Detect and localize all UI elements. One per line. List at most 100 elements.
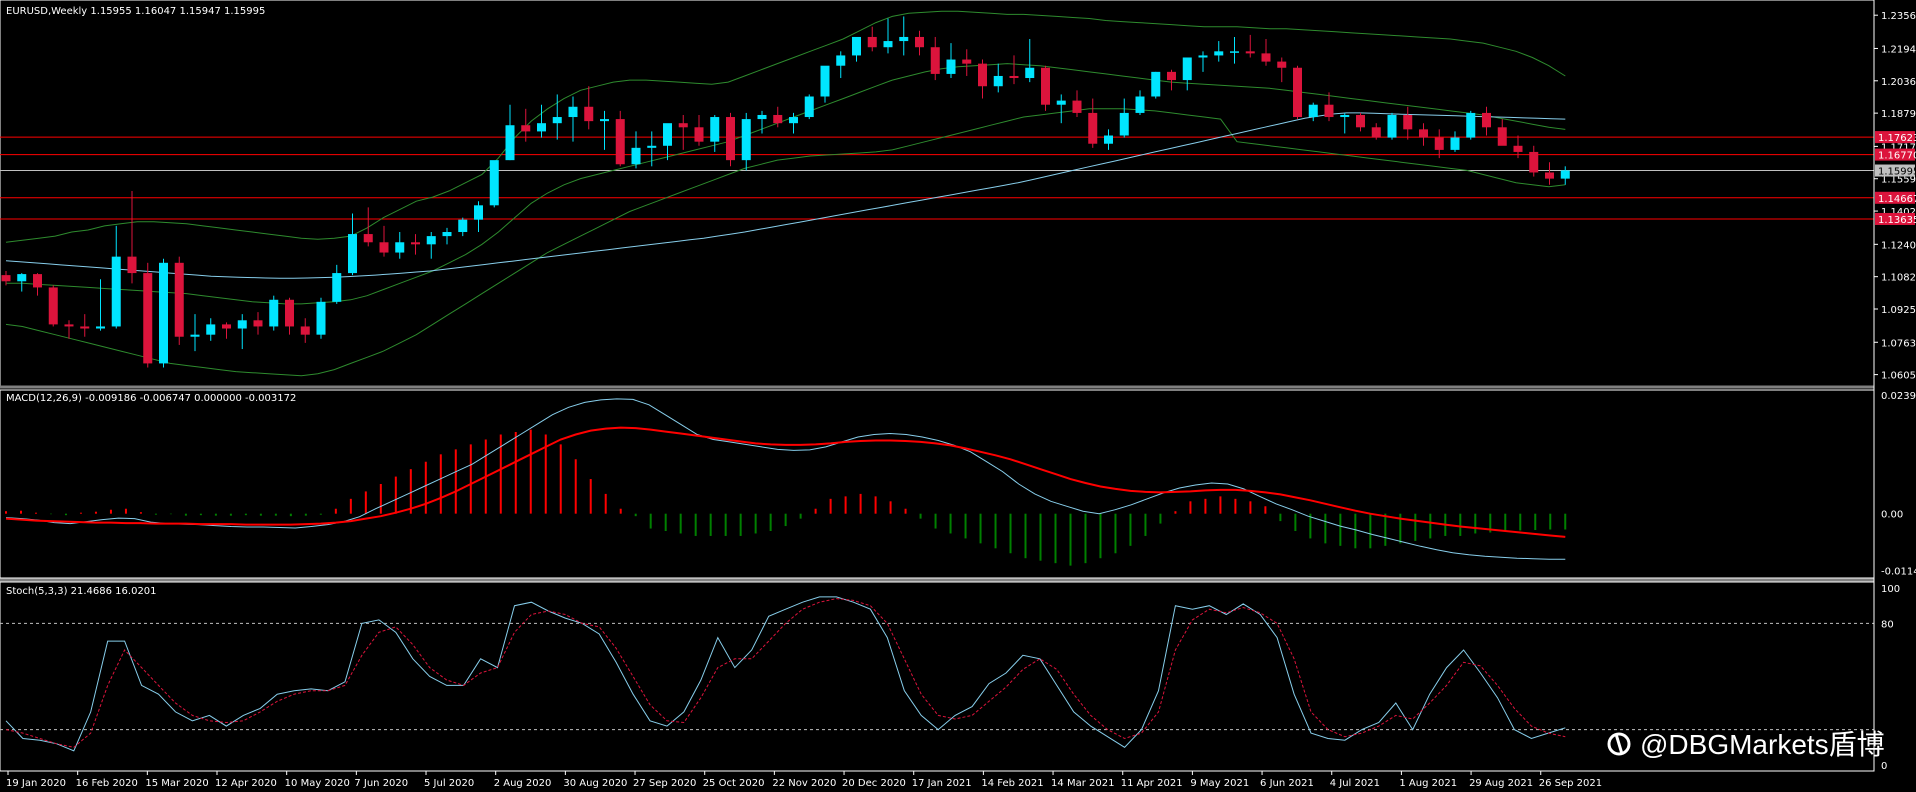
candle[interactable]	[1088, 98, 1098, 148]
candle[interactable]	[426, 232, 436, 259]
candle[interactable]	[1529, 145, 1539, 177]
candle[interactable]	[741, 112, 751, 171]
candle[interactable]	[836, 51, 846, 79]
stochastic-pane[interactable]	[0, 596, 1874, 752]
candle[interactable]	[978, 59, 987, 99]
candle[interactable]	[820, 65, 830, 103]
candle[interactable]	[694, 114, 704, 146]
candle[interactable]	[804, 94, 814, 120]
candle[interactable]	[930, 36, 940, 81]
candle[interactable]	[1482, 106, 1491, 136]
candle[interactable]	[663, 123, 672, 161]
candle[interactable]	[300, 318, 310, 343]
candle[interactable]	[64, 320, 74, 339]
candle[interactable]	[584, 86, 594, 130]
candle[interactable]	[899, 16, 909, 56]
candle[interactable]	[1403, 106, 1413, 140]
candle[interactable]	[379, 225, 389, 257]
candle[interactable]	[537, 104, 546, 138]
candle[interactable]	[946, 43, 956, 79]
candle[interactable]	[1450, 131, 1460, 152]
candle[interactable]	[505, 104, 515, 161]
candle[interactable]	[1545, 162, 1554, 185]
candle[interactable]	[96, 279, 105, 331]
candle[interactable]	[489, 160, 499, 208]
candle[interactable]	[915, 30, 924, 56]
candle[interactable]	[1009, 55, 1019, 85]
macd-pane[interactable]	[5, 398, 1567, 566]
candle[interactable]	[1104, 129, 1113, 150]
candle[interactable]	[111, 225, 121, 329]
candle[interactable]	[962, 49, 972, 76]
candle[interactable]	[48, 285, 58, 327]
candle[interactable]	[1293, 65, 1302, 120]
candle[interactable]	[1135, 90, 1145, 115]
candle[interactable]	[442, 227, 452, 245]
candle[interactable]	[285, 297, 294, 335]
candle[interactable]	[269, 295, 279, 331]
candle[interactable]	[1025, 39, 1035, 83]
candle[interactable]	[1245, 34, 1255, 58]
candle[interactable]	[521, 108, 531, 142]
candle[interactable]	[852, 36, 861, 62]
candle[interactable]	[174, 256, 184, 345]
candle[interactable]	[726, 112, 735, 167]
candle[interactable]	[1419, 123, 1428, 146]
candle[interactable]	[33, 273, 42, 296]
candle[interactable]	[647, 131, 657, 167]
candle[interactable]	[789, 112, 798, 134]
candle[interactable]	[773, 106, 783, 128]
candle[interactable]	[1041, 65, 1050, 111]
candle[interactable]	[568, 96, 578, 142]
candle[interactable]	[1182, 57, 1192, 91]
candle[interactable]	[552, 94, 562, 140]
candle[interactable]	[332, 264, 342, 304]
candle[interactable]	[1261, 39, 1271, 66]
candle[interactable]	[127, 190, 137, 284]
candle[interactable]	[1466, 110, 1476, 140]
candle[interactable]	[348, 213, 357, 276]
candle[interactable]	[1198, 51, 1208, 72]
candle[interactable]	[1387, 112, 1397, 140]
main-price-pane[interactable]	[0, 10, 1874, 377]
candle[interactable]	[474, 201, 483, 233]
candle[interactable]	[411, 234, 420, 255]
candle[interactable]	[206, 318, 216, 341]
candle[interactable]	[316, 297, 326, 339]
candle[interactable]	[631, 131, 641, 169]
candle[interactable]	[237, 314, 247, 350]
candle[interactable]	[1151, 71, 1161, 99]
candle[interactable]	[1119, 98, 1129, 138]
candle[interactable]	[1513, 135, 1523, 159]
candle[interactable]	[1340, 112, 1350, 134]
candle[interactable]	[993, 63, 1003, 93]
candle[interactable]	[1371, 123, 1381, 140]
candle[interactable]	[1434, 129, 1444, 159]
candle[interactable]	[757, 110, 767, 134]
candle[interactable]	[1277, 57, 1287, 83]
candle[interactable]	[17, 273, 27, 292]
candle[interactable]	[1, 271, 11, 286]
candle[interactable]	[710, 114, 720, 152]
candle[interactable]	[615, 110, 625, 167]
candle[interactable]	[143, 262, 153, 368]
candle[interactable]	[1324, 92, 1334, 122]
candle[interactable]	[159, 258, 168, 368]
candle[interactable]	[395, 232, 405, 259]
candle[interactable]	[222, 322, 231, 339]
candle[interactable]	[678, 114, 688, 150]
candle[interactable]	[1230, 36, 1239, 64]
candle[interactable]	[1356, 112, 1365, 132]
candle[interactable]	[600, 110, 609, 150]
candle[interactable]	[1497, 119, 1507, 146]
candle[interactable]	[458, 217, 468, 237]
candle[interactable]	[1056, 94, 1066, 124]
candle[interactable]	[1167, 69, 1176, 91]
candle[interactable]	[883, 18, 893, 54]
candle[interactable]	[80, 314, 90, 337]
candle[interactable]	[363, 207, 373, 247]
candle[interactable]	[1214, 41, 1224, 62]
candle[interactable]	[1308, 102, 1318, 122]
candle[interactable]	[190, 314, 200, 352]
candle[interactable]	[1072, 90, 1082, 118]
